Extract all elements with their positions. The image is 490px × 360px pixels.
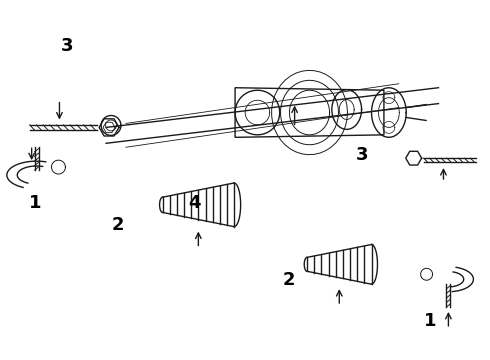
Text: 1: 1 <box>29 194 41 212</box>
Text: 2: 2 <box>111 216 124 234</box>
Text: 3: 3 <box>355 146 368 164</box>
Text: 2: 2 <box>283 271 295 289</box>
Text: 1: 1 <box>423 312 436 330</box>
Text: 3: 3 <box>61 37 74 55</box>
Text: 4: 4 <box>188 194 200 212</box>
